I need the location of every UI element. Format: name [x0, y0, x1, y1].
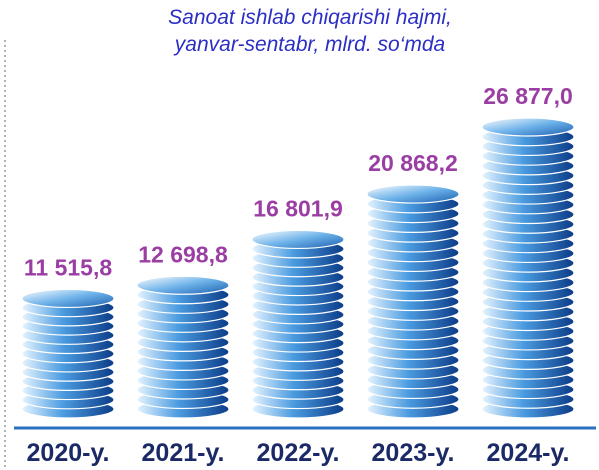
x-tick-label: 2023-y.	[372, 439, 455, 467]
coin	[367, 185, 459, 203]
chart-subtitle: yanvar-sentabr, mlrd. so‘mda	[173, 33, 445, 56]
chart-title: Sanoat ishlab chiqarishi hajmi,	[168, 6, 452, 29]
coin-stack	[482, 118, 574, 418]
value-label: 12 698,8	[138, 241, 228, 267]
value-label: 11 515,8	[24, 254, 112, 280]
coin-stack	[367, 185, 459, 418]
coin	[137, 276, 229, 294]
x-tick-label: 2021-y.	[142, 439, 225, 467]
value-label: 26 877,0	[483, 83, 573, 109]
value-label: 20 868,2	[368, 150, 458, 176]
coin	[22, 289, 114, 307]
coin-stack	[137, 276, 229, 418]
value-label: 16 801,9	[253, 195, 343, 221]
coin-stack	[252, 230, 344, 418]
x-tick-label: 2022-y.	[257, 439, 340, 467]
coin	[482, 118, 574, 136]
coin-stack	[22, 289, 114, 418]
chart: Sanoat ishlab chiqarishi hajmi, yanvar-s…	[0, 0, 599, 470]
coin	[252, 230, 344, 248]
x-tick-label: 2020-y.	[27, 439, 110, 467]
x-tick-label: 2024-y.	[487, 439, 570, 467]
